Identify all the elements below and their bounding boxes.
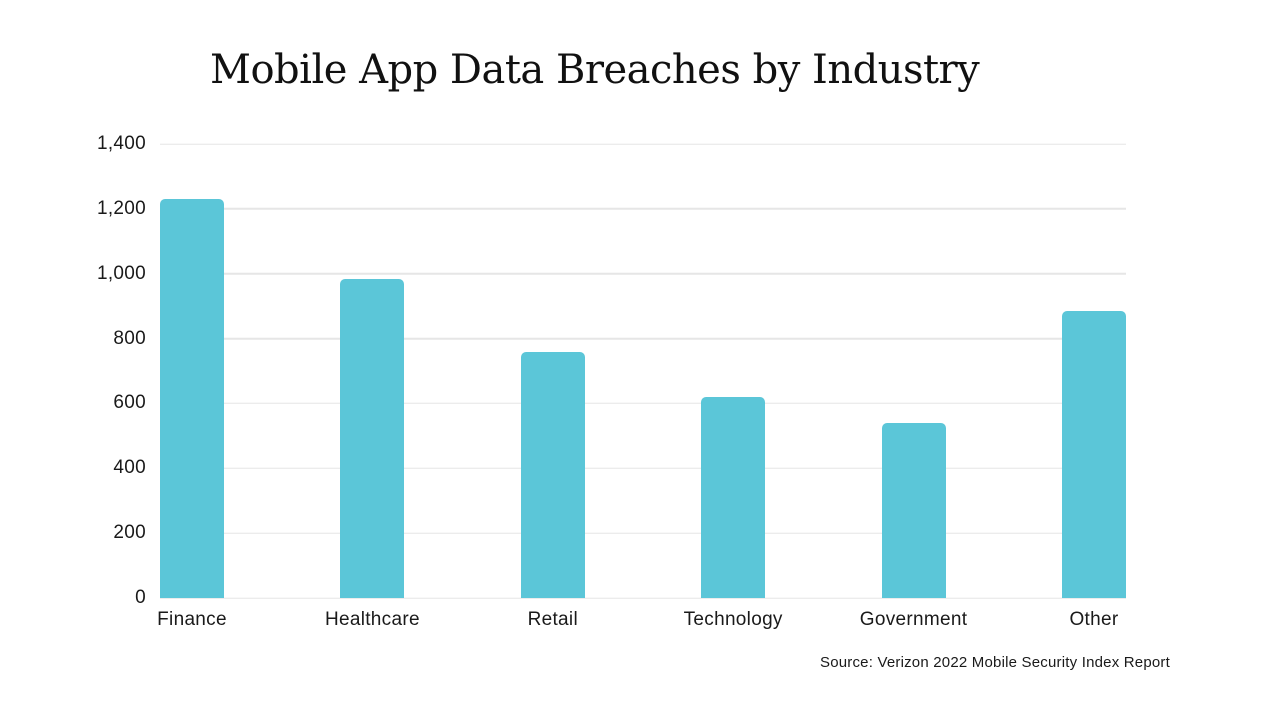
bar-slot-retail: Retail bbox=[520, 144, 585, 630]
bar-healthcare bbox=[340, 278, 405, 598]
gridlines-layer bbox=[160, 143, 1126, 599]
bar-slot-other: Other bbox=[1061, 144, 1126, 630]
gridline-800 bbox=[160, 337, 1126, 340]
bar-other bbox=[1061, 311, 1126, 598]
bar-slot-finance: Finance bbox=[157, 144, 227, 630]
x-tick-label-finance: Finance bbox=[157, 609, 227, 630]
bar-slot-technology: Technology bbox=[684, 144, 782, 630]
x-tick-label-government: Government bbox=[859, 609, 968, 630]
bar-finance bbox=[160, 199, 224, 598]
bar-retail bbox=[520, 351, 585, 598]
y-tick-label-1000: 1,000 bbox=[96, 262, 146, 284]
chart-title: Mobile App Data Breaches by Industry bbox=[210, 47, 980, 93]
bar-technology bbox=[701, 396, 766, 598]
gridline-1200 bbox=[160, 208, 1126, 210]
y-tick-label-1400: 1,400 bbox=[96, 133, 146, 154]
gridline-1400 bbox=[160, 143, 1126, 145]
y-axis-labels: 0 200 400 600 800 1,000 1,200 1,400 bbox=[0, 133, 146, 608]
y-tick-label-800: 800 bbox=[113, 327, 146, 349]
gridline-400 bbox=[160, 467, 1126, 470]
bar-slot-healthcare: Healthcare bbox=[325, 144, 420, 630]
x-tick-label-other: Other bbox=[1069, 609, 1119, 630]
bar-slot-government: Government bbox=[860, 144, 967, 630]
gridline-200 bbox=[160, 532, 1126, 534]
plot-area: Finance Healthcare Retail Technology Governm… bbox=[157, 143, 1126, 630]
y-tick-label-1200: 1,200 bbox=[96, 197, 146, 219]
bar-government bbox=[881, 422, 946, 598]
x-tick-label-retail: Retail bbox=[527, 609, 578, 630]
gridline-600 bbox=[160, 402, 1126, 405]
y-tick-label-200: 200 bbox=[113, 522, 146, 544]
y-tick-label-400: 400 bbox=[113, 457, 146, 479]
gridline-0 bbox=[160, 597, 1126, 599]
x-tick-label-technology: Technology bbox=[683, 609, 783, 630]
y-tick-label-600: 600 bbox=[113, 392, 146, 414]
y-tick-label-0: 0 bbox=[135, 587, 146, 608]
gridline-1000 bbox=[160, 272, 1126, 275]
source-note: Source: Verizon 2022 Mobile Security Ind… bbox=[820, 654, 1170, 671]
bars-layer: Finance Healthcare Retail Technology Governm… bbox=[157, 144, 1126, 630]
x-tick-label-healthcare: Healthcare bbox=[324, 609, 420, 630]
